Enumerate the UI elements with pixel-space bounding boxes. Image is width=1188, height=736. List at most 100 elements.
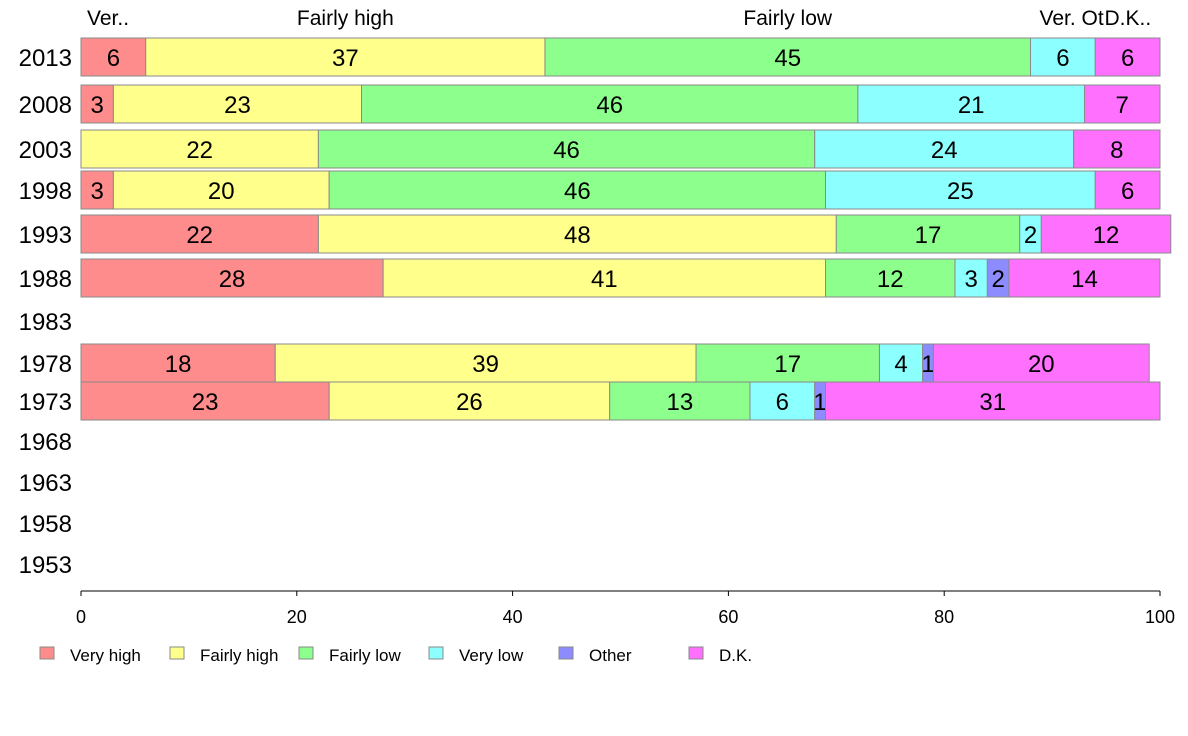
bar-label-2013-d-k-: 6 xyxy=(1121,45,1134,72)
top-label-3: Ver. xyxy=(1040,7,1076,30)
legend: Very high Fairly high Fairly low Very low Ot… xyxy=(39,646,752,665)
bar-label-1973-very-high: 23 xyxy=(192,389,219,416)
year-label-1988: 1988 xyxy=(19,266,72,293)
bar-segment-2008-fairly-high xyxy=(112,84,363,124)
bar-label-1978-d-k-: 20 xyxy=(1028,351,1055,378)
top-label-1: Fairly high xyxy=(297,7,394,30)
bar-segment-2013-d-k- xyxy=(1094,37,1161,77)
legend-label-d-k-: D.K. xyxy=(719,646,752,665)
bar-segment-1998-fairly-low xyxy=(328,170,827,210)
legend-label-fairly-high: Fairly high xyxy=(200,646,278,665)
bar-label-2008-very-high: 3 xyxy=(91,92,104,119)
x-tick-label-0: 0 xyxy=(76,607,86,627)
top-category-labels: Ver.. Fairly high Fairly low Ver. Ot D.K.. xyxy=(87,7,1151,30)
bar-label-1988-d-k-: 14 xyxy=(1071,266,1098,293)
year-label-2013: 2013 xyxy=(19,45,72,72)
bar-segment-2013-very-high xyxy=(80,37,147,77)
bar-segment-1993-d-k- xyxy=(1040,214,1172,254)
bar-label-1988-other: 2 xyxy=(991,266,1004,293)
bar-label-2003-d-k-: 8 xyxy=(1110,137,1123,164)
bar-segment-2008-very-low xyxy=(857,84,1085,124)
bar-label-1998-very-high: 3 xyxy=(91,178,104,205)
bar-label-1993-d-k-: 12 xyxy=(1093,222,1120,249)
year-label-1968: 1968 xyxy=(19,429,72,456)
bar-segment-2003-d-k- xyxy=(1073,129,1161,169)
legend-label-very-low: Very low xyxy=(459,646,524,665)
x-tick-label-100: 100 xyxy=(1145,607,1175,627)
bar-label-2013-very-high: 6 xyxy=(107,45,120,72)
bar-segment-1988-fairly-low xyxy=(825,258,956,298)
bar-label-2013-fairly-low: 45 xyxy=(774,45,801,72)
legend-label-fairly-low: Fairly low xyxy=(329,646,402,665)
bar-segment-1973-very-high xyxy=(80,381,330,421)
bar-segment-1973-d-k- xyxy=(825,381,1161,421)
bar-label-2008-fairly-high: 23 xyxy=(224,92,251,119)
bar-label-1973-fairly-high: 26 xyxy=(456,389,483,416)
x-tick-label-20: 20 xyxy=(287,607,307,627)
bar-label-1993-fairly-high: 48 xyxy=(564,222,591,249)
bar-label-2008-d-k-: 7 xyxy=(1116,92,1129,119)
bar-label-1998-d-k-: 6 xyxy=(1121,178,1134,205)
legend-swatch-fairly-low xyxy=(298,646,314,660)
bar-segment-2008-very-high xyxy=(80,84,114,124)
bar-segment-1998-fairly-high xyxy=(112,170,330,210)
bar-label-2003-very-low: 24 xyxy=(931,137,958,164)
bar-segment-1988-fairly-high xyxy=(382,258,827,298)
bar-label-1998-fairly-low: 46 xyxy=(564,178,591,205)
year-label-1958: 1958 xyxy=(19,511,72,538)
bar-segment-1978-very-low xyxy=(878,343,924,383)
bar-label-1978-fairly-low: 17 xyxy=(774,351,801,378)
bar-segment-1993-fairly-low xyxy=(835,214,1021,254)
x-tick-label-40: 40 xyxy=(503,607,523,627)
bar-segment-1998-d-k- xyxy=(1094,170,1161,210)
year-label-2003: 2003 xyxy=(19,137,72,164)
bar-label-1978-fairly-high: 39 xyxy=(472,351,499,378)
legend-label-other: Other xyxy=(589,646,632,665)
year-label-1963: 1963 xyxy=(19,470,72,497)
bar-segment-1988-d-k- xyxy=(1008,258,1161,298)
bar-segment-2008-d-k- xyxy=(1083,84,1161,124)
year-label-1953: 1953 xyxy=(19,552,72,579)
year-label-1993: 1993 xyxy=(19,222,72,249)
bar-label-1978-very-high: 18 xyxy=(165,351,192,378)
bar-label-1988-fairly-high: 41 xyxy=(591,266,618,293)
year-label-1973: 1973 xyxy=(19,389,72,416)
year-label-1983: 1983 xyxy=(19,309,72,336)
legend-swatch-other xyxy=(558,646,574,660)
top-label-4: Ot xyxy=(1082,7,1104,30)
bar-segment-1978-d-k- xyxy=(932,343,1150,383)
bar-segment-1973-fairly-low xyxy=(609,381,751,421)
bar-segment-1993-fairly-high xyxy=(317,214,837,254)
bar-segment-1978-fairly-low xyxy=(695,343,880,383)
bar-label-2013-fairly-high: 37 xyxy=(332,45,359,72)
bar-segment-1993-very-high xyxy=(80,214,319,254)
bar-label-1973-d-k-: 31 xyxy=(979,389,1006,416)
bar-segment-1988-very-high xyxy=(80,258,384,298)
legend-swatch-d-k- xyxy=(688,646,704,660)
bar-label-1988-very-high: 28 xyxy=(219,266,246,293)
year-label-1978: 1978 xyxy=(19,351,72,378)
x-axis: 0 20 40 60 80 100 xyxy=(76,590,1175,627)
bar-segment-2013-fairly-low xyxy=(544,37,1032,77)
bar-label-1973-other: 1 xyxy=(813,389,826,416)
bar-label-1988-fairly-low: 12 xyxy=(877,266,904,293)
bar-label-1973-fairly-low: 13 xyxy=(666,389,693,416)
bar-label-2003-fairly-low: 46 xyxy=(553,137,580,164)
bar-label-1998-fairly-high: 20 xyxy=(208,178,235,205)
bar-label-2013-very-low: 6 xyxy=(1056,45,1069,72)
bar-label-1993-fairly-low: 17 xyxy=(915,222,942,249)
x-tick-label-80: 80 xyxy=(934,607,954,627)
bars: 6 37 45 6 63 23 46 21 722 46 24 83 20 46 25 622 48 17 2 122… xyxy=(80,37,1172,421)
year-label-2008: 2008 xyxy=(19,92,72,119)
bar-segment-2013-fairly-high xyxy=(145,37,546,77)
x-tick-label-60: 60 xyxy=(718,607,738,627)
top-label-2: Fairly low xyxy=(743,7,833,30)
legend-swatch-very-low xyxy=(428,646,444,660)
bar-segment-2003-fairly-low xyxy=(317,129,816,169)
legend-swatch-very-high xyxy=(39,646,55,660)
bar-label-2008-fairly-low: 46 xyxy=(596,92,623,119)
bar-segment-1978-fairly-high xyxy=(274,343,697,383)
bar-label-1973-very-low: 6 xyxy=(776,389,789,416)
year-label-1998: 1998 xyxy=(19,178,72,205)
legend-swatch-fairly-high xyxy=(169,646,185,660)
